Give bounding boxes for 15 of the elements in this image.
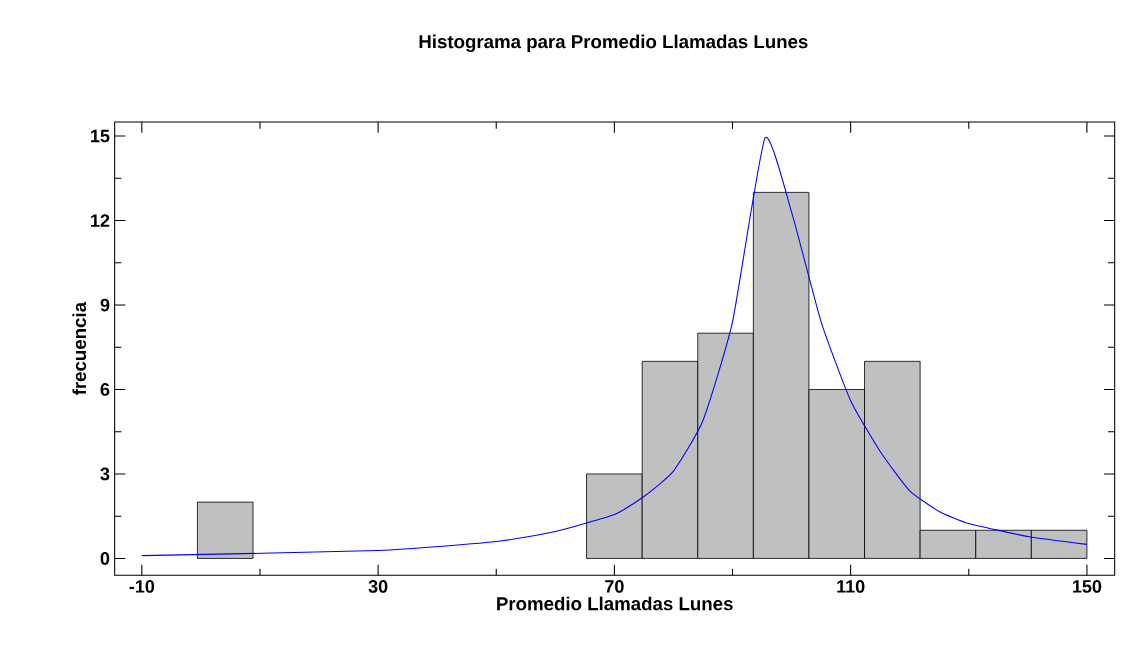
x-tick-label: -10 [129, 580, 155, 593]
x-axis-title: Promedio Llamadas Lunes [497, 596, 733, 611]
x-tick-label: 150 [1073, 580, 1102, 593]
chart-title: Histograma para Promedio Llamadas Lunes [419, 34, 808, 53]
y-tick-label: 15 [91, 129, 110, 143]
y-axis-title: frecuencia [72, 301, 87, 396]
y-tick-label: 3 [100, 467, 110, 481]
x-tick-label: 30 [368, 580, 388, 593]
y-tick-label: 6 [100, 383, 110, 396]
x-tick-label: 110 [837, 580, 865, 593]
y-tick-label: 12 [91, 214, 110, 227]
y-tick-label: 9 [100, 298, 110, 312]
x-tick-label: 70 [605, 580, 624, 593]
y-tick-label: 0 [100, 552, 110, 565]
line-series [141, 136, 1088, 557]
